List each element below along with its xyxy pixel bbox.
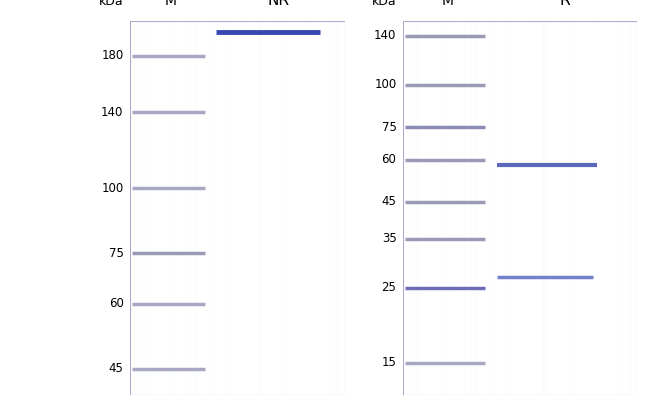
Text: kDa: kDa <box>99 0 124 8</box>
Text: 25: 25 <box>382 281 396 294</box>
Text: 140: 140 <box>101 106 124 119</box>
Text: 45: 45 <box>109 362 124 375</box>
Text: 140: 140 <box>374 29 396 42</box>
Text: 35: 35 <box>382 232 396 245</box>
Text: 15: 15 <box>382 356 396 369</box>
Text: 180: 180 <box>101 49 124 62</box>
Text: 60: 60 <box>109 297 124 310</box>
Text: 60: 60 <box>382 153 396 166</box>
Text: 100: 100 <box>101 182 124 195</box>
Text: 100: 100 <box>374 79 396 92</box>
Text: R: R <box>559 0 570 8</box>
Text: kDa: kDa <box>372 0 396 8</box>
Text: M: M <box>164 0 177 8</box>
Text: 75: 75 <box>109 247 124 260</box>
Text: M: M <box>441 0 454 8</box>
Text: 45: 45 <box>382 195 396 208</box>
Text: 75: 75 <box>382 121 396 134</box>
Text: NR: NR <box>267 0 289 8</box>
